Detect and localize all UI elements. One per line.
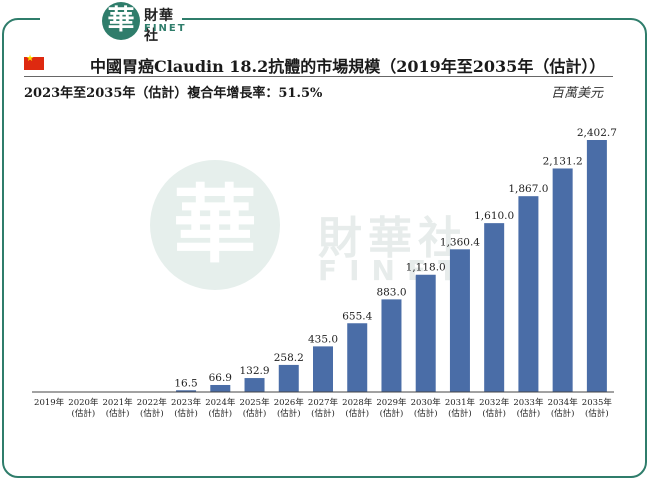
brand-seal-logo: 華 <box>102 2 140 40</box>
x-tick-note-3: (估計) <box>140 408 164 419</box>
cagr-subtitle: 2023年至2035年（估計）複合年增長率：51.5% <box>24 86 323 101</box>
bar-16 <box>586 140 607 392</box>
brand-name-en: FINET <box>144 23 187 34</box>
bar-7 <box>278 364 299 392</box>
data-label-11: 1,118.0 <box>406 262 446 274</box>
x-tick-note-16: (估計) <box>585 408 609 419</box>
x-tick-label-16: 2035年 <box>582 397 613 408</box>
x-tick-note-13: (估計) <box>482 408 506 419</box>
x-tick-note-6: (估計) <box>243 408 267 419</box>
bar-4 <box>176 390 197 392</box>
x-tick-label-15: 2034年 <box>548 397 579 408</box>
brand-name-cn: 財華社 <box>144 8 174 44</box>
x-tick-note-14: (估計) <box>517 408 541 419</box>
x-tick-label-12: 2031年 <box>445 397 476 408</box>
bar-series <box>176 140 607 392</box>
x-tick-note-12: (估計) <box>448 408 472 419</box>
data-label-14: 1,867.0 <box>508 183 548 195</box>
data-label-16: 2,402.7 <box>577 127 617 139</box>
data-label-9: 655.4 <box>342 310 372 322</box>
bar-8 <box>313 346 333 392</box>
x-tick-note-8: (估計) <box>311 408 335 419</box>
x-tick-label-6: 2025年 <box>239 397 270 408</box>
x-tick-label-14: 2033年 <box>513 397 544 408</box>
data-labels: 16.5 66.9 132.9 258.2 435.0 655.4 883.01,118.0… <box>174 127 617 389</box>
bar-6 <box>244 378 265 392</box>
title-divider <box>24 76 613 77</box>
data-label-10: 883.0 <box>376 286 406 298</box>
brand-header: 華 財華社 FINET <box>40 0 185 44</box>
x-tick-label-2: 2021年 <box>103 397 134 408</box>
chart-frame <box>2 18 647 478</box>
x-tick-label-0: 2019年 <box>34 397 65 408</box>
china-flag-icon: ★ <box>24 54 44 70</box>
bar-14 <box>518 196 539 392</box>
x-tick-note-10: (估計) <box>380 408 404 419</box>
data-label-8: 435.0 <box>308 333 338 345</box>
x-tick-label-13: 2032年 <box>479 397 510 408</box>
x-tick-label-7: 2026年 <box>274 397 305 408</box>
bar-13 <box>484 223 505 392</box>
x-tick-label-5: 2024年 <box>205 397 236 408</box>
x-tick-note-15: (估計) <box>551 408 575 419</box>
x-tick-labels: 2019年 2020年(估計)2021年(估計)2022年(估計)2023年(估計… <box>34 397 612 419</box>
data-label-7: 258.2 <box>274 352 304 364</box>
data-label-6: 132.9 <box>239 365 269 377</box>
data-label-15: 2,131.2 <box>543 155 583 167</box>
x-tick-label-10: 2029年 <box>376 397 407 408</box>
x-tick-note-2: (估計) <box>106 408 130 419</box>
x-tick-label-4: 2023年 <box>171 397 202 408</box>
x-tick-label-8: 2027年 <box>308 397 339 408</box>
bar-12 <box>449 249 470 392</box>
x-tick-note-9: (估計) <box>345 408 369 419</box>
x-tick-label-11: 2030年 <box>411 397 442 408</box>
x-tick-note-7: (估計) <box>277 408 301 419</box>
data-label-5: 66.9 <box>209 372 232 384</box>
bar-10 <box>381 299 402 392</box>
x-tick-label-1: 2020年 <box>68 397 99 408</box>
chart-title: 中國胃癌Claudin 18.2抗體的市場規模（2019年至2035年（估計）） <box>90 57 606 76</box>
watermark-seal: 華 <box>150 160 280 290</box>
data-label-4: 16.5 <box>174 377 197 389</box>
unit-label: 百萬美元 <box>550 86 603 101</box>
x-tick-note-4: (估計) <box>174 408 198 419</box>
data-label-12: 1,360.4 <box>440 236 480 248</box>
x-tick-note-11: (估計) <box>414 408 438 419</box>
bar-5 <box>210 384 231 392</box>
watermark-name-cn: 財華社 <box>318 213 468 264</box>
bar-9 <box>347 323 368 392</box>
x-tick-label-9: 2028年 <box>342 397 373 408</box>
bar-11 <box>415 274 436 392</box>
x-tick-label-3: 2022年 <box>137 397 168 408</box>
bar-15 <box>552 168 573 392</box>
x-tick-note-1: (估計) <box>72 408 96 419</box>
data-label-13: 1,610.0 <box>474 210 514 222</box>
x-tick-note-5: (估計) <box>208 408 232 419</box>
